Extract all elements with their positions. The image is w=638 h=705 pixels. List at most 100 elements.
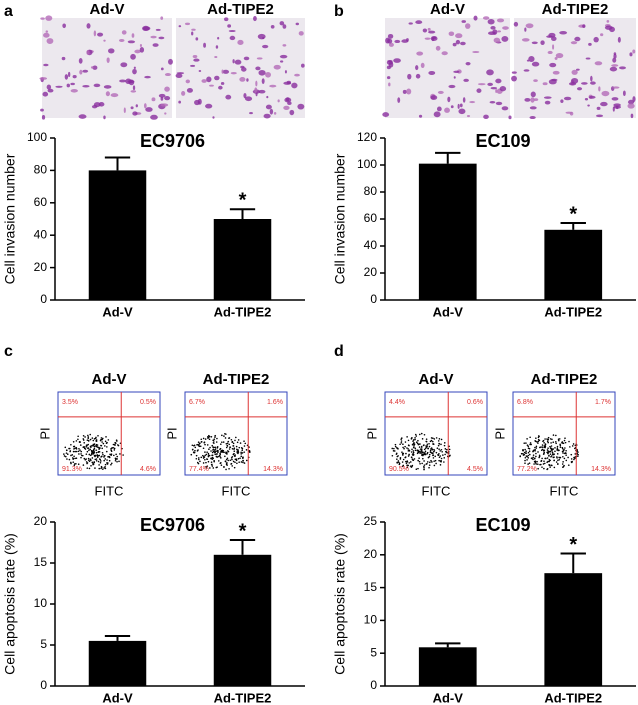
event-dot <box>562 461 564 463</box>
event-dot <box>534 440 536 442</box>
event-dot <box>243 451 246 453</box>
y-tick-label: 5 <box>370 645 377 659</box>
event-dot <box>417 443 420 446</box>
event-dot <box>432 437 434 440</box>
event-dot <box>522 452 524 455</box>
event-dot <box>556 445 559 448</box>
event-dot <box>203 455 205 458</box>
event-dot <box>549 453 552 455</box>
event-dot <box>423 453 425 456</box>
event-dot <box>228 468 230 470</box>
event-dot <box>441 451 443 453</box>
event-dot <box>395 447 398 449</box>
event-dot <box>537 467 539 470</box>
cell <box>134 49 141 54</box>
event-dot <box>562 452 564 454</box>
cell <box>297 103 305 110</box>
event-dot <box>226 451 228 454</box>
event-dot <box>428 442 430 445</box>
cell <box>584 98 589 101</box>
cell <box>548 32 556 38</box>
cell <box>433 111 441 118</box>
event-dot <box>535 452 537 455</box>
cell <box>164 112 167 115</box>
chart-title: EC109 <box>475 131 530 151</box>
event-dot <box>87 436 90 438</box>
cell <box>533 98 539 101</box>
event-dot <box>543 445 546 448</box>
event-dot <box>110 454 112 456</box>
event-dot <box>72 445 75 448</box>
cell <box>450 105 454 109</box>
event-dot <box>435 462 437 465</box>
event-dot <box>233 450 236 453</box>
cell <box>555 53 564 59</box>
event-dot <box>210 457 212 460</box>
cell <box>430 35 438 42</box>
event-dot <box>214 448 217 450</box>
event-dot <box>213 440 215 442</box>
cell <box>590 81 596 85</box>
event-dot <box>404 445 406 448</box>
event-dot <box>407 448 409 450</box>
event-dot <box>405 462 408 465</box>
event-dot <box>423 452 426 454</box>
event-dot <box>526 444 529 446</box>
cell <box>543 96 552 99</box>
event-dot <box>242 461 244 464</box>
event-dot <box>438 453 440 455</box>
event-dot <box>71 454 74 456</box>
event-dot <box>425 463 428 465</box>
y-tick-label: 20 <box>34 260 48 274</box>
event-dot <box>552 441 555 443</box>
event-dot <box>418 460 421 463</box>
event-dot <box>429 461 431 464</box>
event-dot <box>206 465 209 467</box>
event-dot <box>224 460 227 462</box>
event-dot <box>114 444 116 446</box>
significance-mark: * <box>569 203 577 225</box>
event-dot <box>523 442 526 444</box>
event-dot <box>77 450 80 453</box>
event-dot <box>191 444 194 447</box>
event-dot <box>546 468 549 470</box>
event-dot <box>413 442 415 444</box>
event-dot <box>420 432 423 435</box>
event-dot <box>549 451 551 453</box>
event-dot <box>561 450 564 453</box>
x-tick-label: Ad-TIPE2 <box>544 304 602 319</box>
event-dot <box>412 439 415 441</box>
event-dot <box>243 440 245 442</box>
cell <box>277 99 280 103</box>
cell <box>66 83 71 88</box>
quadrant-percent: 77.4% <box>189 466 209 473</box>
event-dot <box>442 454 444 456</box>
cell <box>544 100 551 105</box>
cell <box>130 53 136 60</box>
event-dot <box>550 464 552 467</box>
event-dot <box>100 465 103 468</box>
event-dot <box>112 443 115 446</box>
cell <box>525 23 534 29</box>
event-dot <box>219 447 222 450</box>
error-bar <box>229 208 256 219</box>
cell <box>570 41 578 45</box>
event-dot <box>554 441 557 443</box>
event-dot <box>406 461 409 463</box>
event-dot <box>75 457 78 460</box>
event-dot <box>432 457 435 459</box>
event-dot <box>417 439 419 442</box>
event-dot <box>561 446 564 449</box>
event-dot <box>523 451 526 454</box>
event-dot <box>573 458 575 461</box>
cell <box>273 112 277 115</box>
event-dot <box>540 449 543 452</box>
event-dot <box>547 451 549 454</box>
cell <box>523 69 530 72</box>
event-dot <box>217 460 220 462</box>
event-dot <box>438 456 441 459</box>
event-dot <box>238 461 240 463</box>
event-dot <box>95 451 98 454</box>
cell <box>476 88 482 93</box>
event-dot <box>199 460 201 463</box>
